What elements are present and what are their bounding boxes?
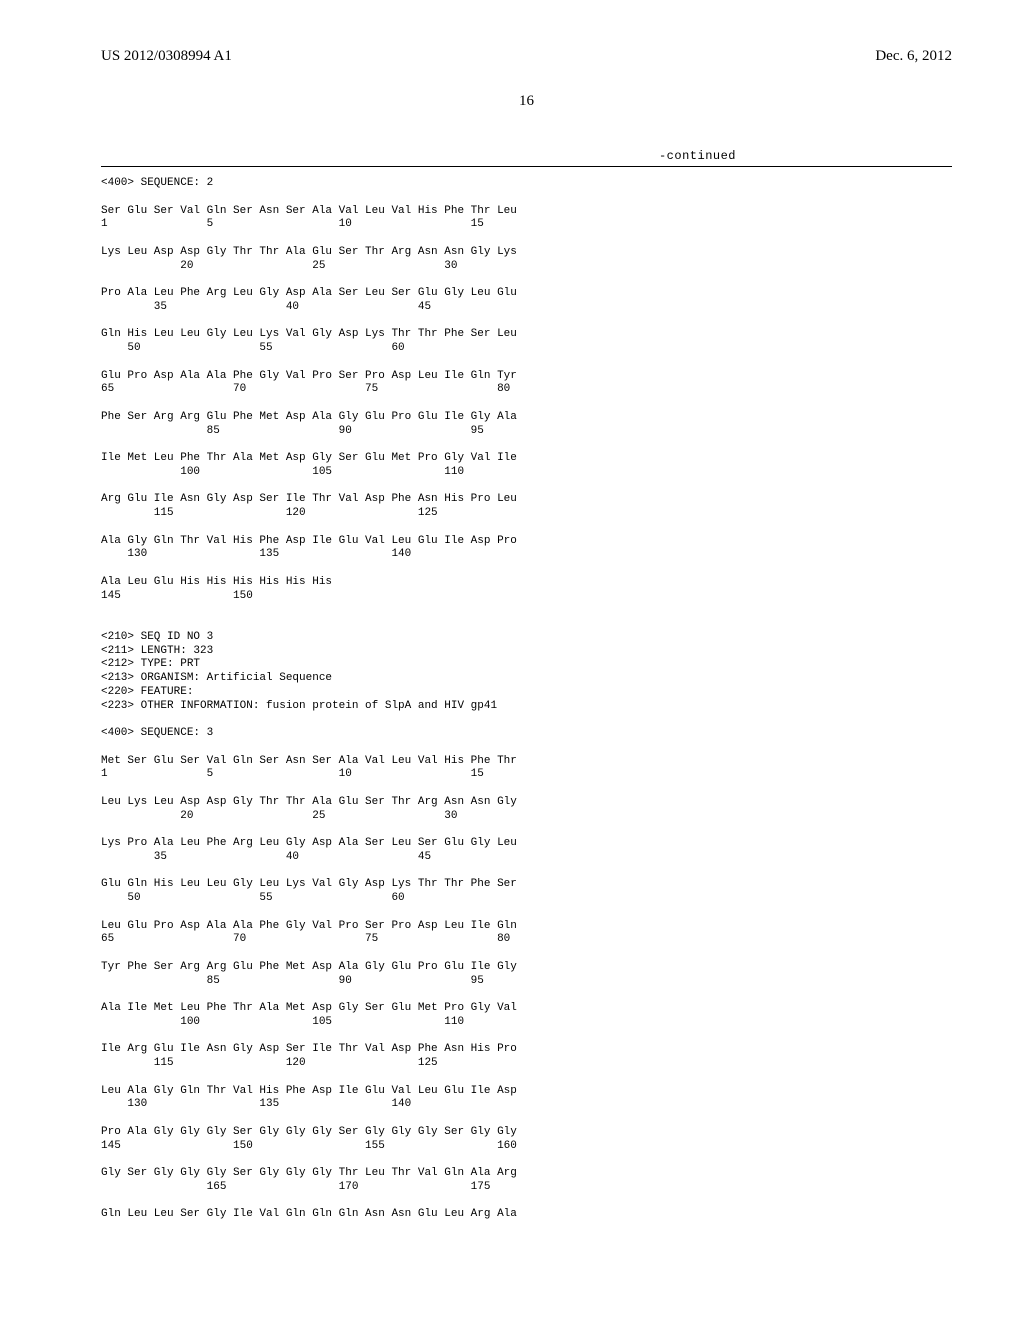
sequence-listing: <400> SEQUENCE: 2 Ser Glu Ser Val Gln Se… (101, 177, 952, 1222)
divider-line (101, 166, 952, 167)
continued-label: -continued (659, 149, 736, 163)
page-number: 16 (101, 93, 952, 110)
publication-number: US 2012/0308994 A1 (101, 48, 232, 65)
patent-page: US 2012/0308994 A1 Dec. 6, 2012 16 -cont… (0, 0, 1024, 1262)
continued-container: -continued (101, 146, 952, 164)
publication-date: Dec. 6, 2012 (875, 48, 952, 65)
page-header: US 2012/0308994 A1 Dec. 6, 2012 (101, 48, 952, 65)
